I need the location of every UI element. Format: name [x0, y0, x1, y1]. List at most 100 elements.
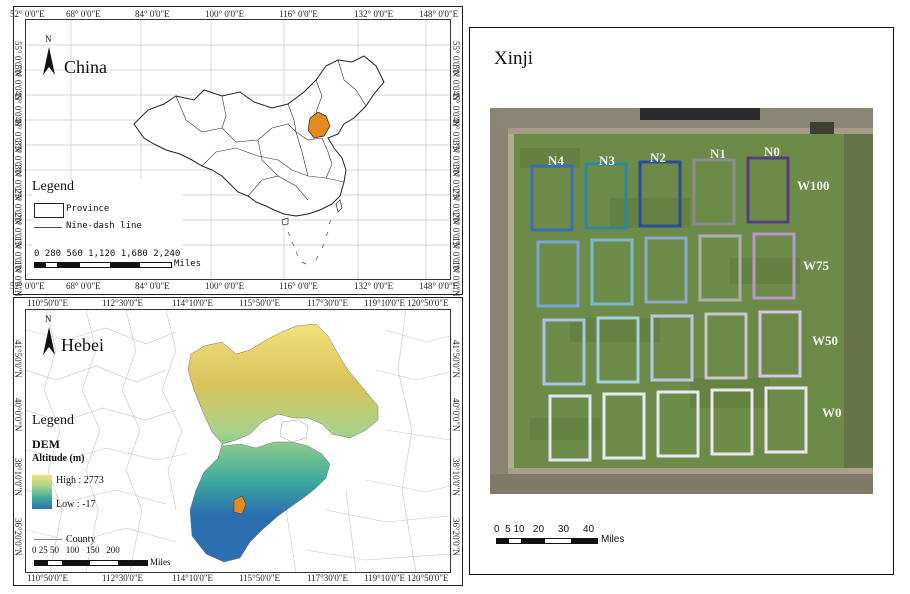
- plot-rectangle: [764, 386, 808, 454]
- tick-label: 10° 0'0"N: [13, 261, 23, 297]
- xinji-scale-unit: Miles: [601, 534, 625, 545]
- scale-numbers: 0 25 50 100 150 200: [32, 545, 120, 555]
- tick-label: 38°10'0"N: [13, 458, 23, 496]
- tick-label: 25° 0'0"N: [13, 189, 23, 225]
- scale-unit: Miles: [174, 259, 202, 269]
- legend-nine-dash: Nine-dash line: [66, 221, 142, 231]
- aerial-photo: N4 N3 N2 N1 N0 W100 W75 W50 W0: [490, 108, 873, 494]
- xinji-scale-numbers: 0 5 10 20 30 40: [494, 524, 595, 535]
- tick-label: 40°0'0"N: [13, 398, 23, 432]
- plot-rectangle: [710, 388, 754, 456]
- tick-label: 40° 0'0"N: [451, 117, 461, 153]
- tick-label: 132° 0'0"E: [354, 281, 394, 291]
- tick-label: 40°0'0"N: [451, 398, 461, 432]
- tick-label: 115°50'0"E: [239, 298, 281, 308]
- tick-label: 110°50'0"E: [27, 573, 69, 583]
- tick-label: 148° 0'0"E: [419, 281, 459, 291]
- xinji-highlight: [233, 495, 247, 515]
- north-label: N: [45, 34, 52, 44]
- tick-label: 15° 0'0"N: [451, 237, 461, 273]
- china-panel: 52° 0'0"E 68° 0'0"E 84° 0'0"E 100° 0'0"E…: [10, 6, 463, 297]
- tick-label: 112°30'0"E: [102, 573, 144, 583]
- plot-rectangle: [590, 238, 634, 306]
- tick-label: 52° 0'0"E: [10, 281, 45, 291]
- tick-label: 100° 0'0"E: [205, 9, 245, 19]
- w-label: W100: [797, 178, 830, 193]
- tick-label: 36°20'0"N: [451, 518, 461, 556]
- w-label: W75: [803, 258, 829, 273]
- tick-label: 41°50'0"N: [451, 340, 461, 378]
- tick-label: 115°50'0"E: [239, 573, 281, 583]
- tick-label: 35° 0'0"N: [13, 141, 23, 177]
- plot-rectangle: [542, 318, 586, 386]
- n-label: N1: [710, 146, 726, 161]
- tick-label: 55° 0'0"N: [13, 41, 23, 77]
- plot-rectangle: [548, 394, 592, 462]
- china-legend: Legend Province Nine-dash line 0 280 560…: [32, 179, 201, 279]
- tick-label: 52° 0'0"E: [10, 9, 45, 19]
- scale-bar: [34, 262, 172, 268]
- altitude-label: Altitude (m): [32, 453, 85, 464]
- hebei-title: Hebei: [61, 335, 104, 355]
- n-label: N0: [764, 144, 780, 159]
- hebei-legend: Legend DEM Altitude (m) High : 2773 Low …: [32, 413, 182, 573]
- legend-province: Province: [66, 204, 110, 214]
- tick-label: 100° 0'0"E: [205, 281, 245, 291]
- plot-rectangle: [596, 316, 640, 384]
- plot-rectangle: [698, 234, 742, 302]
- tick-label: 120°50'0"E: [407, 573, 449, 583]
- china-map-frame: [25, 19, 451, 280]
- n-label: N2: [650, 150, 666, 165]
- tick-label: 68° 0'0"E: [66, 9, 101, 19]
- north-arrow-icon: [43, 47, 55, 75]
- tick-label: 15° 0'0"N: [13, 237, 23, 273]
- plot-rectangle: [638, 160, 682, 228]
- tick-label: 55° 0'0"N: [451, 41, 461, 77]
- tick-label: 119°10'0"E: [364, 573, 406, 583]
- tick-label: 84° 0'0"E: [135, 281, 170, 291]
- tick-label: 36°20'0"N: [13, 518, 23, 556]
- tick-label: 114°10'0"E: [172, 298, 214, 308]
- tick-label: 120°50'0"E: [407, 298, 449, 308]
- tick-label: 25° 0'0"N: [451, 189, 461, 225]
- scale-unit: Miles: [150, 557, 171, 567]
- tick-label: 116° 0'0"E: [279, 9, 318, 19]
- north-label: N: [45, 314, 52, 324]
- hebei-highlight: [307, 111, 331, 139]
- tick-label: 119°10'0"E: [364, 298, 406, 308]
- plot-rectangle: [758, 310, 802, 378]
- tick-label: 110°50'0"E: [27, 298, 69, 308]
- aerial-photo-svg: [490, 108, 873, 494]
- tick-label: 50° 0'0"N: [13, 65, 23, 101]
- hebei-map: [26, 310, 450, 572]
- tick-label: 68° 0'0"E: [66, 281, 101, 291]
- plot-rectangle: [644, 236, 688, 304]
- plot-rectangle: [752, 232, 796, 300]
- xinji-scale-bar: [496, 538, 598, 544]
- plot-rectangle: [692, 158, 736, 226]
- tick-label: 45° 0'0"N: [13, 91, 23, 127]
- hebei-map-frame: [25, 309, 451, 573]
- province-swatch: [34, 203, 64, 218]
- plot-rectangle: [650, 314, 694, 382]
- north-arrow-icon: [43, 327, 55, 355]
- plot-grid: [530, 156, 808, 462]
- tick-label: 38°10'0"N: [451, 458, 461, 496]
- scale-numbers: 0 280 560 1,120 1,680 2,240: [34, 249, 181, 259]
- plot-rectangle: [530, 164, 574, 232]
- w-label: W50: [812, 333, 838, 348]
- tick-label: 41°50'0"N: [13, 340, 23, 378]
- china-title: China: [64, 57, 107, 77]
- dem-title: DEM: [32, 437, 60, 451]
- tick-label: 30° 0'0"N: [451, 165, 461, 201]
- plot-rectangle: [704, 312, 748, 380]
- tick-label: 117°30'0"E: [307, 573, 349, 583]
- hebei-dem: [187, 323, 379, 563]
- dem-ramp: [32, 475, 52, 509]
- plot-rectangle: [746, 156, 790, 224]
- tick-label: 35° 0'0"N: [451, 141, 461, 177]
- high-label: High : 2773: [56, 475, 104, 486]
- tick-label: 148° 0'0"E: [419, 9, 459, 19]
- tick-label: 10° 0'0"N: [451, 261, 461, 297]
- legend-title: Legend: [32, 179, 74, 194]
